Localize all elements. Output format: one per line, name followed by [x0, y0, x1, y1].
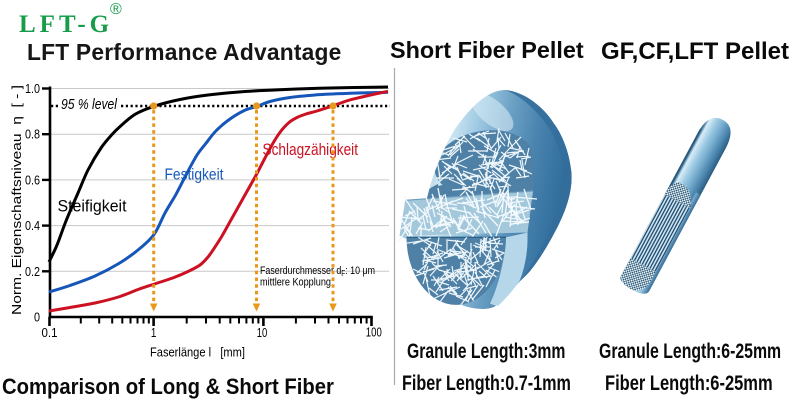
svg-text:Norm. Eigenschaftsniveau η [: Norm. Eigenschaftsniveau η [ - ] — [9, 85, 24, 315]
svg-text:Steifigkeit: Steifigkeit — [58, 197, 127, 216]
svg-text:Faserlänge l [mm]: Faserlänge l [mm] — [150, 345, 245, 360]
svg-text:0.2: 0.2 — [25, 264, 40, 279]
svg-text:100: 100 — [366, 325, 382, 340]
svg-text:Schlagzähigkeit: Schlagzähigkeit — [263, 141, 359, 159]
svg-text:10: 10 — [257, 325, 268, 340]
svg-text:Faserdurchmesser dF: 10 μm: Faserdurchmesser dF: 10 μm — [260, 265, 375, 278]
svg-text:Festigkeit: Festigkeit — [165, 167, 225, 184]
svg-text:0.8: 0.8 — [25, 127, 40, 142]
svg-text:95 % level: 95 % level — [61, 97, 118, 113]
svg-text:0.4: 0.4 — [25, 218, 40, 233]
svg-text:0: 0 — [34, 310, 40, 325]
svg-text:0.1: 0.1 — [42, 325, 58, 340]
svg-text:mittlere Kopplung: mittlere Kopplung — [260, 276, 331, 288]
svg-text:1: 1 — [151, 325, 157, 340]
svg-text:0.6: 0.6 — [25, 172, 40, 187]
svg-text:1.0: 1.0 — [25, 81, 40, 96]
